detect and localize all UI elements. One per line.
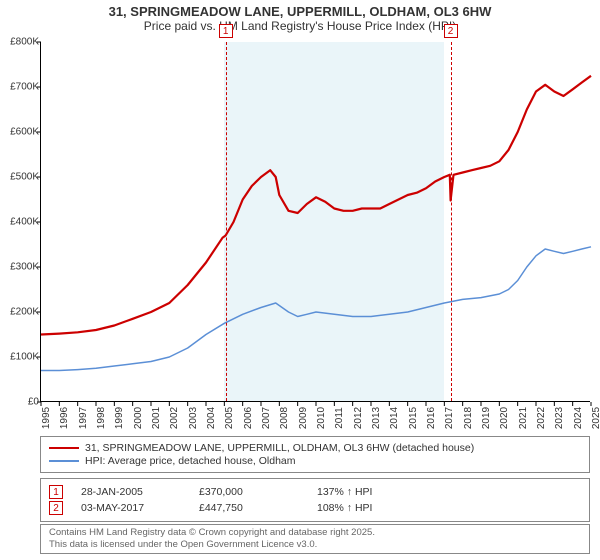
legend-label-price-paid: 31, SPRINGMEADOW LANE, UPPERMILL, OLDHAM… — [85, 442, 474, 454]
chart-container: 31, SPRINGMEADOW LANE, UPPERMILL, OLDHAM… — [0, 0, 600, 560]
sale-marker-2: 2 — [49, 501, 63, 515]
y-tick-label: £600K — [0, 127, 39, 138]
y-tick-label: £200K — [0, 307, 39, 318]
attribution-box: Contains HM Land Registry data © Crown c… — [40, 524, 590, 554]
sale-price-1: £370,000 — [199, 486, 299, 498]
x-tick-label: 2011 — [334, 407, 345, 429]
legend-swatch-price-paid — [49, 447, 79, 449]
x-tick-label: 2019 — [481, 407, 492, 429]
x-tick-label: 1995 — [41, 407, 52, 429]
y-tick-label: £700K — [0, 82, 39, 93]
attribution-line-1: Contains HM Land Registry data © Crown c… — [49, 527, 581, 539]
y-tick-label: £500K — [0, 172, 39, 183]
y-tick-label: £800K — [0, 37, 39, 48]
sale-marker-1: 1 — [49, 485, 63, 499]
x-tick-label: 2014 — [389, 407, 400, 429]
marker-box-2: 2 — [444, 24, 458, 38]
x-tick-label: 2006 — [243, 407, 254, 429]
x-tick-label: 2023 — [554, 407, 565, 429]
x-tick-label: 2022 — [536, 407, 547, 429]
y-tick-label: £0 — [0, 397, 39, 408]
marker-line-2 — [451, 42, 452, 401]
series-line-hpi — [41, 247, 591, 371]
x-tick-label: 1996 — [59, 407, 70, 429]
sale-hpi-2: 108% ↑ HPI — [317, 502, 417, 514]
x-tick-label: 2015 — [408, 407, 419, 429]
plot-area: £0£100K£200K£300K£400K£500K£600K£700K£80… — [40, 42, 590, 402]
y-tick-label: £100K — [0, 352, 39, 363]
x-tick-label: 2009 — [298, 407, 309, 429]
x-tick-label: 2010 — [316, 407, 327, 429]
x-tick-label: 2002 — [169, 407, 180, 429]
x-tick-label: 2007 — [261, 407, 272, 429]
x-tick-label: 1998 — [96, 407, 107, 429]
x-tick-label: 2000 — [133, 407, 144, 429]
sale-row-1: 1 28-JAN-2005 £370,000 137% ↑ HPI — [49, 485, 581, 499]
x-tick-label: 2018 — [463, 407, 474, 429]
title-line-1: 31, SPRINGMEADOW LANE, UPPERMILL, OLDHAM… — [0, 0, 600, 19]
x-tick-label: 2012 — [353, 407, 364, 429]
x-tick-label: 2004 — [206, 407, 217, 429]
x-tick-label: 2020 — [499, 407, 510, 429]
marker-line-1 — [226, 42, 227, 401]
legend-row-price-paid: 31, SPRINGMEADOW LANE, UPPERMILL, OLDHAM… — [49, 442, 581, 454]
attribution-line-2: This data is licensed under the Open Gov… — [49, 539, 581, 551]
marker-box-1: 1 — [219, 24, 233, 38]
x-tick-label: 2013 — [371, 407, 382, 429]
x-tick-label: 2025 — [591, 407, 600, 429]
title-line-2: Price paid vs. HM Land Registry's House … — [0, 19, 600, 35]
sales-box: 1 28-JAN-2005 £370,000 137% ↑ HPI 2 03-M… — [40, 478, 590, 522]
y-tick-label: £400K — [0, 217, 39, 228]
x-tick-label: 2024 — [573, 407, 584, 429]
sale-date-1: 28-JAN-2005 — [81, 486, 181, 498]
sale-date-2: 03-MAY-2017 — [81, 502, 181, 514]
x-tick-label: 1999 — [114, 407, 125, 429]
legend-box: 31, SPRINGMEADOW LANE, UPPERMILL, OLDHAM… — [40, 436, 590, 473]
legend-swatch-hpi — [49, 460, 79, 462]
series-line-price_paid — [41, 76, 591, 335]
legend-label-hpi: HPI: Average price, detached house, Oldh… — [85, 455, 296, 467]
sale-hpi-1: 137% ↑ HPI — [317, 486, 417, 498]
sale-price-2: £447,750 — [199, 502, 299, 514]
chart-svg — [41, 42, 590, 401]
x-tick-label: 2003 — [188, 407, 199, 429]
y-tick-label: £300K — [0, 262, 39, 273]
x-tick-label: 2001 — [151, 407, 162, 429]
sale-row-2: 2 03-MAY-2017 £447,750 108% ↑ HPI — [49, 501, 581, 515]
x-tick-label: 1997 — [78, 407, 89, 429]
legend-row-hpi: HPI: Average price, detached house, Oldh… — [49, 455, 581, 467]
x-tick-label: 2016 — [426, 407, 437, 429]
x-tick-label: 2021 — [518, 407, 529, 429]
x-tick-label: 2008 — [279, 407, 290, 429]
x-tick-label: 2005 — [224, 407, 235, 429]
x-tick-label: 2017 — [444, 407, 455, 429]
